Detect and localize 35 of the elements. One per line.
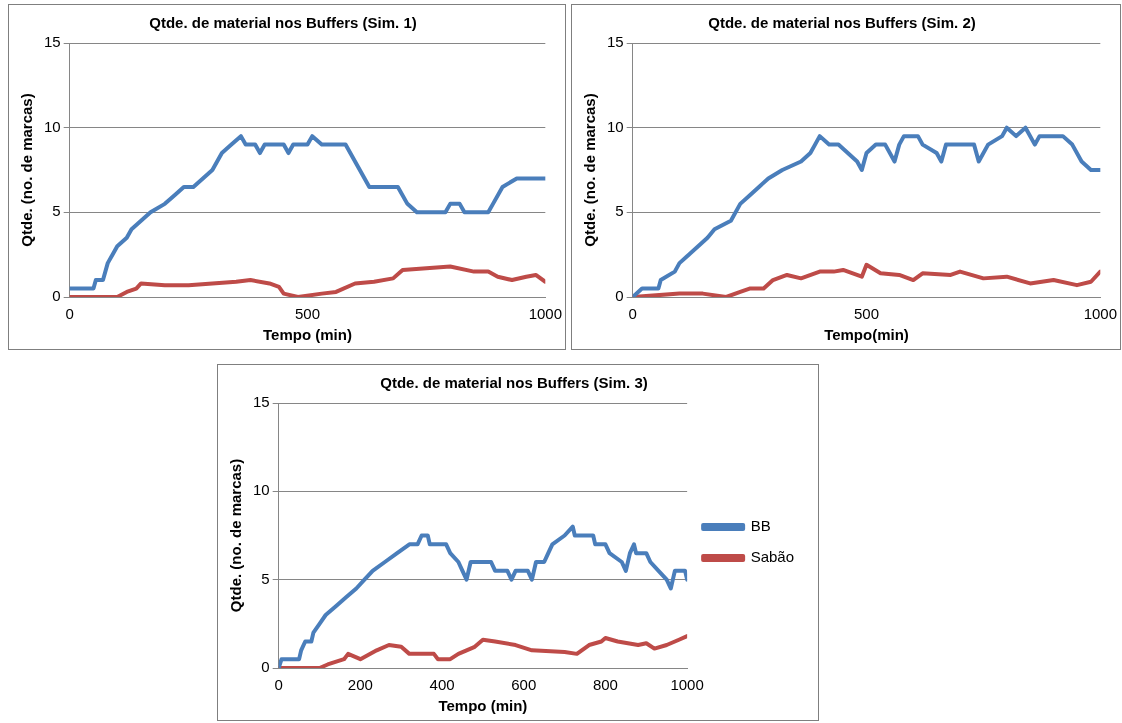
y-tick-label: 15 [253,393,270,411]
y-tick-label: 5 [52,202,61,220]
x-axis-title: Tempo (min) [263,326,352,344]
x-tick-label: 0 [628,305,637,323]
x-tick-label: 600 [511,676,537,694]
x-tick-label: 0 [274,676,283,694]
y-tick-label: 15 [44,33,61,51]
y-axis-title: Qtde. (no. de marcas) [227,458,245,613]
x-tick-label: 1000 [1083,305,1117,323]
y-tick-label: 15 [607,33,624,51]
x-axis-title: Tempo (min) [438,697,528,715]
x-tick-label: 0 [65,305,74,323]
x-axis-title: Tempo(min) [824,326,909,344]
chart-title: Qtde. de material nos Buffers (Sim. 1) [149,14,417,32]
y-tick-label: 5 [615,202,624,220]
y-tick-label: 0 [261,658,270,676]
y-tick-label: 10 [253,481,270,499]
chart-title: Qtde. de material nos Buffers (Sim. 3) [380,374,648,392]
y-axis-title: Qtde. (no. de marcas) [581,93,599,247]
x-tick-label: 1000 [670,676,704,694]
y-axis-title: Qtde. (no. de marcas) [18,93,36,247]
x-tick-label: 200 [347,676,373,694]
x-tick-label: 500 [294,305,321,323]
x-tick-label: 1000 [528,305,562,323]
chart-title: Qtde. de material nos Buffers (Sim. 2) [708,14,976,32]
legend-label: BB [750,517,771,535]
y-tick-label: 10 [607,117,624,135]
y-tick-label: 5 [261,569,270,587]
y-tick-label: 10 [44,117,61,135]
y-tick-label: 0 [615,287,624,305]
x-tick-label: 800 [592,676,618,694]
y-tick-label: 0 [52,287,61,305]
legend-label: Sabão [750,548,794,566]
x-tick-label: 400 [429,676,455,694]
x-tick-label: 500 [853,305,880,323]
